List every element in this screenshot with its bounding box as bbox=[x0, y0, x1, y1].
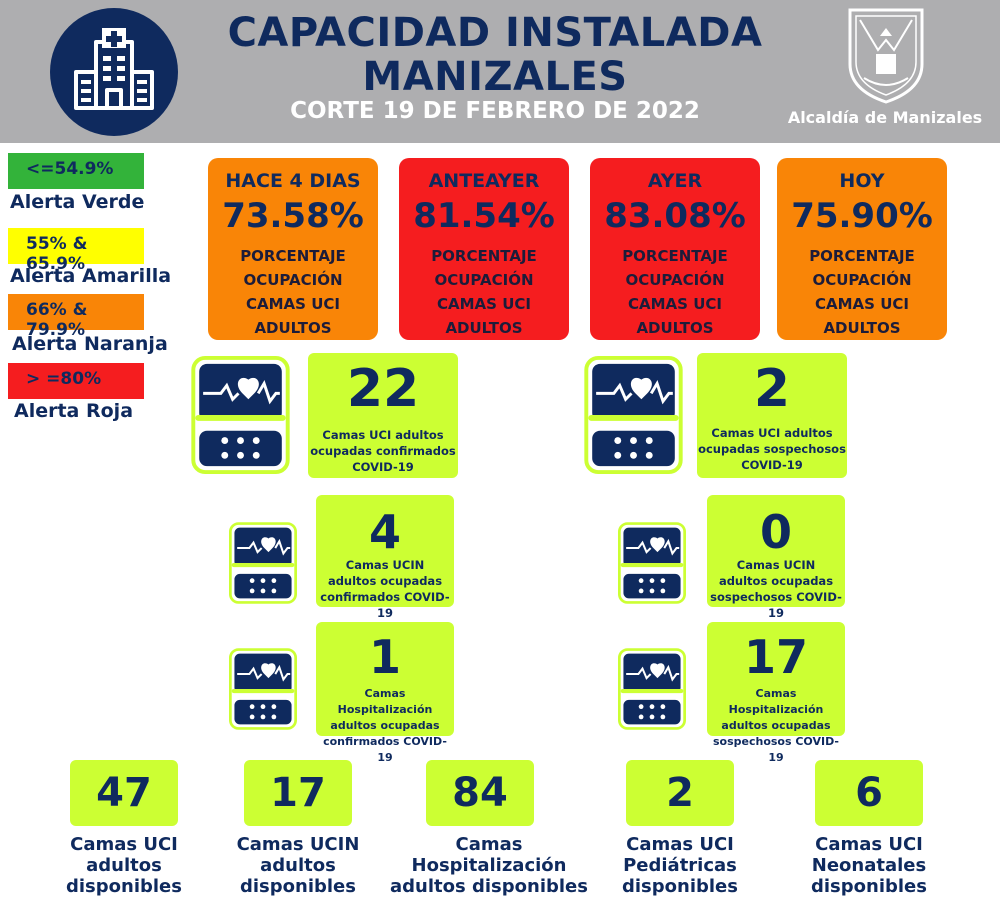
available-ucin-box: 17 bbox=[244, 760, 352, 826]
ucin-suspected-label: Camas UCIN adultos ocupadas sospechosos CO… bbox=[710, 558, 842, 620]
available-hosp-value: 84 bbox=[452, 770, 508, 816]
legend-label-verde: Alerta Verde bbox=[10, 191, 145, 213]
heart-monitor-icon bbox=[618, 648, 686, 730]
day-title: HOY bbox=[839, 170, 885, 192]
available-uci-neo-value: 6 bbox=[855, 770, 883, 816]
heart-monitor-icon bbox=[229, 522, 297, 604]
uci-confirmed-label: Camas UCI adultos ocupadas confirmados COV… bbox=[310, 428, 456, 474]
available-uci-neo-label: Camas UCI Neonatales disponibles bbox=[811, 834, 927, 897]
occupancy-percentage: 75.90% bbox=[791, 196, 933, 236]
heart-monitor-icon bbox=[584, 356, 683, 474]
ucin-confirmed-value: 4 bbox=[368, 505, 401, 559]
uci-suspected-value: 2 bbox=[753, 359, 791, 419]
available-ucin-label: Camas UCIN adultos disponibles bbox=[236, 834, 360, 897]
available-uci-box: 47 bbox=[70, 760, 178, 826]
legend-swatch-verde: <=54.9% bbox=[8, 153, 144, 189]
page-title-line-1: CAPACIDAD INSTALADA bbox=[227, 10, 763, 56]
available-hosp-label: Camas Hospitalización adultos disponibles bbox=[390, 834, 588, 897]
uci-suspected-label: Camas UCI adultos ocupadas sospechosos COV… bbox=[698, 426, 846, 472]
header-banner: CAPACIDAD INSTALADA MANIZALES CORTE 19 D… bbox=[0, 0, 1000, 143]
available-uci-ped-value: 2 bbox=[666, 770, 694, 816]
hosp-confirmed-value: 1 bbox=[368, 630, 401, 684]
occupancy-percentage: 81.54% bbox=[413, 196, 555, 236]
day-description: PORCENTAJE OCUPACIÓN CAMAS UCI ADULTOS bbox=[809, 247, 915, 337]
ucin-confirmed-label: Camas UCIN adultos ocupadas confirmados CO… bbox=[320, 558, 450, 620]
day-title: ANTEAYER bbox=[428, 170, 540, 192]
page-title-line-2: MANIZALES bbox=[362, 54, 628, 100]
ucin-confirmed-box: 4 Camas UCIN adultos ocupadas confirmados … bbox=[316, 495, 454, 620]
uci-confirmed-value: 22 bbox=[346, 359, 420, 419]
heart-monitor-icon bbox=[618, 522, 686, 604]
hosp-suspected-box: 17 Camas Hospitalización adultos ocupadas… bbox=[707, 622, 845, 764]
available-uci-ped-box: 2 bbox=[626, 760, 734, 826]
available-uci-neo-box: 6 bbox=[815, 760, 923, 826]
legend-label-naranja: Alerta Naranja bbox=[12, 333, 168, 355]
legend-swatch-roja: > =80% bbox=[8, 363, 144, 399]
uci-suspected-box: 2 Camas UCI adultos ocupadas sospechosos C… bbox=[697, 353, 847, 478]
available-uci-ped-label: Camas UCI Pediátricas disponibles bbox=[622, 834, 738, 897]
hosp-suspected-label: Camas Hospitalización adultos ocupadas sos… bbox=[712, 687, 839, 764]
hosp-suspected-value: 17 bbox=[743, 630, 808, 684]
alcaldia-name: Alcaldía de Manizales bbox=[787, 108, 983, 127]
hosp-confirmed-box: 1 Camas Hospitalización adultos ocupadas c… bbox=[316, 622, 454, 764]
day-title: AYER bbox=[647, 170, 703, 192]
legend-label-amarilla: Alerta Amarilla bbox=[10, 265, 172, 287]
hospital-icon-badge bbox=[50, 8, 178, 136]
day-description: PORCENTAJE OCUPACIÓN CAMAS UCI ADULTOS bbox=[622, 247, 728, 337]
day-title: HACE 4 DIAS bbox=[225, 170, 361, 192]
day-card-hoy: HOY 75.90% PORCENTAJE OCUPACIÓN CAMAS UCI A… bbox=[777, 158, 947, 340]
day-description: PORCENTAJE OCUPACIÓN CAMAS UCI ADULTOS bbox=[240, 247, 346, 337]
hospital-building-icon bbox=[74, 28, 154, 110]
available-uci-label: Camas UCI adultos disponibles bbox=[66, 834, 182, 897]
occupancy-percentage: 73.58% bbox=[222, 196, 364, 236]
ucin-suspected-box: 0 Camas UCIN adultos ocupadas sospechosos … bbox=[707, 495, 845, 620]
heart-monitor-icon bbox=[191, 356, 290, 474]
legend-swatch-amarilla: 55% & 65.9% bbox=[8, 228, 144, 274]
heart-monitor-icon bbox=[229, 648, 297, 730]
legend-swatch-naranja: 66% & 79.9% bbox=[8, 294, 144, 340]
available-hosp-box: 84 bbox=[426, 760, 534, 826]
ucin-suspected-value: 0 bbox=[759, 505, 792, 559]
alcaldia-shield-logo bbox=[848, 8, 924, 104]
legend-label-roja: Alerta Roja bbox=[14, 400, 134, 422]
hosp-confirmed-label: Camas Hospitalización adultos ocupadas con… bbox=[323, 687, 447, 764]
uci-confirmed-box: 22 Camas UCI adultos ocupadas confirmados… bbox=[308, 353, 458, 478]
day-description: PORCENTAJE OCUPACIÓN CAMAS UCI ADULTOS bbox=[431, 247, 537, 337]
day-card-hace-4-dias: HACE 4 DIAS 73.58% PORCENTAJE OCUPACIÓN CA… bbox=[208, 158, 378, 340]
day-card-ayer: AYER 83.08% PORCENTAJE OCUPACIÓN CAMAS UCI… bbox=[590, 158, 760, 340]
page-subtitle: CORTE 19 DE FEBRERO DE 2022 bbox=[290, 98, 700, 124]
available-ucin-value: 17 bbox=[270, 770, 326, 816]
day-card-anteayer: ANTEAYER 81.54% PORCENTAJE OCUPACIÓN CAMAS… bbox=[399, 158, 569, 340]
occupancy-percentage: 83.08% bbox=[604, 196, 746, 236]
available-uci-value: 47 bbox=[96, 770, 152, 816]
